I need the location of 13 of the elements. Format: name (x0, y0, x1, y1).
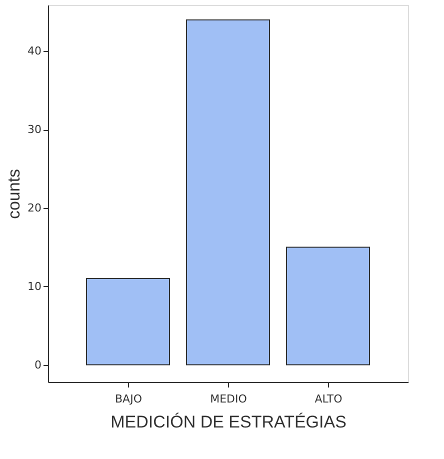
y-axis-title: counts (4, 168, 24, 220)
y-tick-label: 30 (28, 123, 42, 136)
x-tick-label: BAJO (115, 392, 142, 406)
y-tick-label: 10 (28, 280, 42, 293)
y-tick-label: 20 (28, 202, 42, 214)
y-tick-label: 0 (34, 358, 42, 372)
bar (186, 19, 270, 366)
x-tick-label: MEDIO (210, 392, 248, 406)
bar (286, 246, 370, 366)
bar (86, 278, 170, 366)
x-tick-label: ALTO (314, 392, 343, 406)
y-tick-label: 40 (28, 44, 42, 58)
x-axis-title: MEDICIÓN DE ESTRATÉGIAS (110, 412, 346, 432)
